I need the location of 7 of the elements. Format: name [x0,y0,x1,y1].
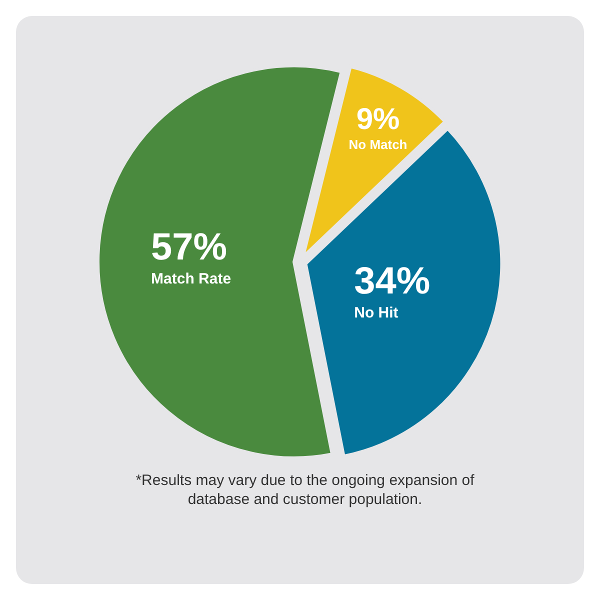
data-label: 9% [356,102,400,136]
data-label: 57% [151,226,228,268]
text: *Results may vary due to the ongoing expansion of database and customer population. [136,472,476,508]
slice-label: No Match [348,136,408,152]
slice-label: Match Rate [151,270,232,288]
slice-label: No Hit [354,304,398,322]
data-label: 34% [354,260,430,302]
